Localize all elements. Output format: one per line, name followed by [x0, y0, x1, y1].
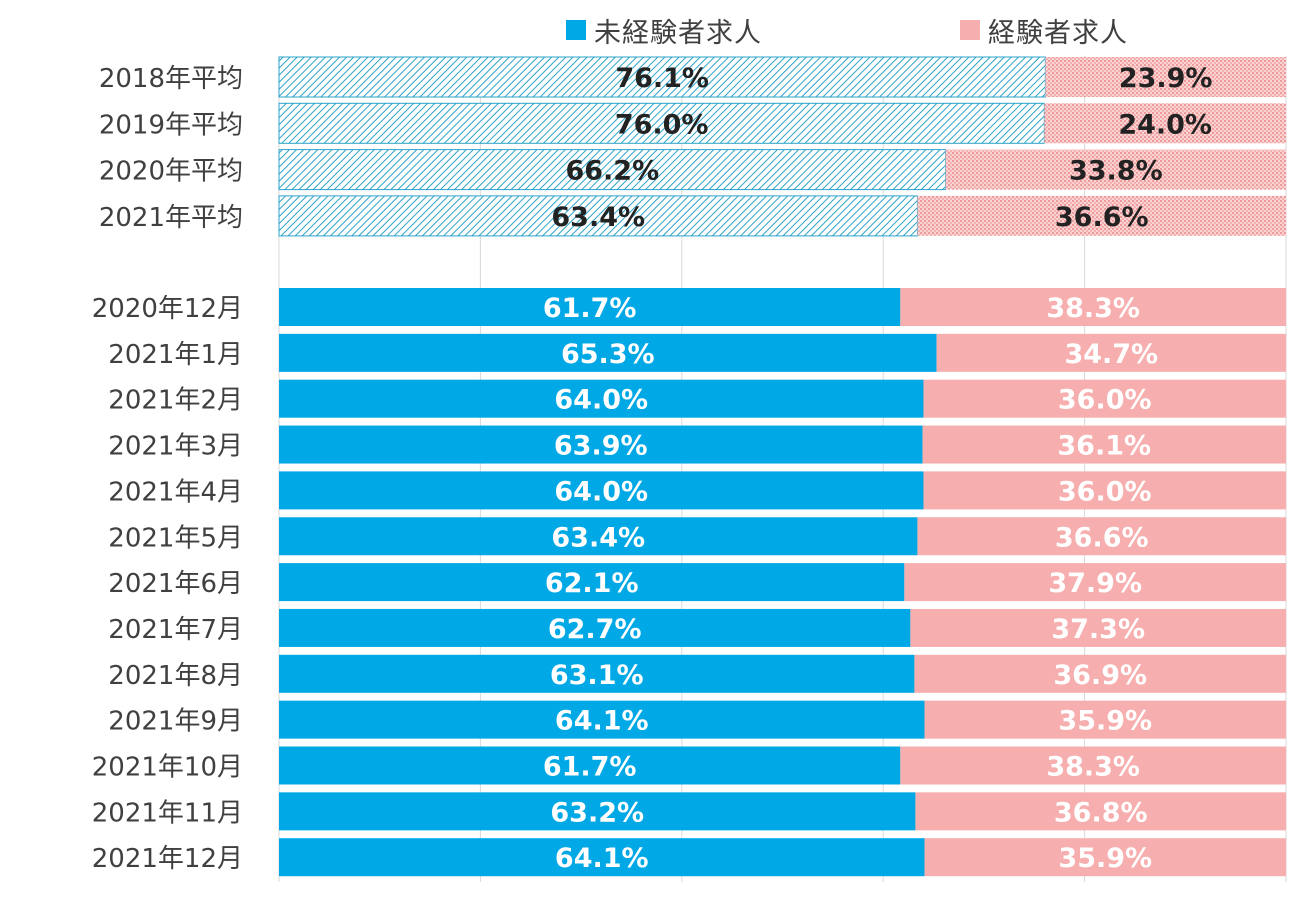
- value-label-inexperienced: 64.1%: [555, 706, 649, 737]
- bar-segment-experienced: [900, 746, 1286, 785]
- labels: 2018年平均 76.1% 23.9% 2019年平均 76.0% 24.0% 2020年平…: [92, 63, 1213, 874]
- bar-segment-inexperienced: [278, 102, 1045, 144]
- category-label: 2021年12月: [92, 844, 243, 874]
- value-label-experienced: 35.9%: [1058, 843, 1152, 874]
- category-label: 2020年12月: [92, 294, 243, 324]
- bars: [278, 56, 1286, 877]
- bar-segment-inexperienced: [279, 333, 937, 372]
- value-label-experienced: 38.3%: [1046, 752, 1140, 783]
- bar-segment-experienced: [936, 333, 1286, 372]
- value-label-inexperienced: 61.7%: [543, 752, 637, 783]
- value-label-inexperienced: 62.7%: [548, 614, 642, 645]
- value-label-experienced: 35.9%: [1058, 706, 1152, 737]
- bar-segment-experienced: [922, 425, 1286, 464]
- bar-segment-experienced: [924, 838, 1286, 877]
- bar-segment-inexperienced: [279, 471, 924, 510]
- legend-swatch-inexperienced: [566, 20, 586, 40]
- legend-item-experienced: 経験者求人: [960, 10, 1128, 50]
- value-label-experienced: 33.8%: [1069, 156, 1163, 187]
- bar-segment-inexperienced: [279, 654, 915, 693]
- bar-segment-experienced: [945, 149, 1286, 190]
- category-label: 2019年平均: [99, 110, 243, 140]
- category-label: 2021年2月: [108, 386, 243, 416]
- bar-segment-experienced: [915, 792, 1286, 831]
- bar-segment-inexperienced: [279, 746, 901, 785]
- legend-label-experienced: 経験者求人: [988, 17, 1128, 49]
- bar-segment-experienced: [917, 517, 1286, 556]
- bar-segment-experienced: [914, 654, 1286, 693]
- bar-segment-inexperienced: [279, 517, 918, 556]
- value-label-experienced: 36.1%: [1057, 431, 1151, 462]
- bar-segment-inexperienced: [279, 792, 916, 831]
- bar-segment-inexperienced: [279, 608, 911, 647]
- value-label-inexperienced: 63.4%: [551, 202, 645, 233]
- value-label-inexperienced: 64.1%: [555, 843, 649, 874]
- category-label: 2021年1月: [108, 340, 243, 370]
- legend-item-inexperienced: 未経験者求人: [566, 10, 762, 50]
- value-label-inexperienced: 63.4%: [551, 522, 645, 553]
- bar-segment-inexperienced: [279, 838, 925, 877]
- category-label: 2020年平均: [99, 157, 243, 187]
- bar-segment-inexperienced: [279, 425, 923, 464]
- category-label: 2021年7月: [108, 615, 243, 645]
- value-label-inexperienced: 76.1%: [615, 63, 709, 94]
- category-label: 2018年平均: [99, 64, 243, 94]
- bar-segment-experienced: [904, 563, 1286, 602]
- value-label-experienced: 36.6%: [1055, 522, 1149, 553]
- category-label: 2021年5月: [108, 523, 243, 553]
- value-label-inexperienced: 63.1%: [550, 660, 644, 691]
- bar-segment-inexperienced: [279, 288, 901, 326]
- value-label-inexperienced: 66.2%: [565, 156, 659, 187]
- bar-segment-experienced: [923, 471, 1286, 510]
- bar-segment-experienced: [1044, 103, 1286, 144]
- value-label-experienced: 37.9%: [1048, 568, 1142, 599]
- value-label-experienced: 37.3%: [1051, 614, 1145, 645]
- value-label-experienced: 38.3%: [1046, 293, 1140, 324]
- bar-segment-experienced: [900, 288, 1286, 326]
- value-label-inexperienced: 76.0%: [615, 109, 709, 140]
- category-label: 2021年4月: [108, 477, 243, 507]
- bar-segment-inexperienced: [279, 563, 905, 602]
- bar-segment-inexperienced: [279, 700, 925, 739]
- legend-label-inexperienced: 未経験者求人: [594, 17, 762, 49]
- value-label-inexperienced: 63.2%: [550, 797, 644, 828]
- value-label-inexperienced: 62.1%: [545, 568, 639, 599]
- bar-segment-experienced: [910, 608, 1286, 647]
- category-label: 2021年3月: [108, 432, 243, 462]
- value-label-experienced: 36.9%: [1053, 660, 1147, 691]
- category-label: 2021年8月: [108, 661, 243, 691]
- category-label: 2021年6月: [108, 569, 243, 599]
- value-label-inexperienced: 61.7%: [543, 293, 637, 324]
- bar-segment-experienced: [924, 700, 1286, 739]
- category-label: 2021年9月: [108, 707, 243, 737]
- value-label-inexperienced: 63.9%: [554, 431, 648, 462]
- value-label-inexperienced: 64.0%: [554, 385, 648, 416]
- value-label-experienced: 36.0%: [1058, 476, 1152, 507]
- value-label-inexperienced: 65.3%: [561, 339, 655, 370]
- value-label-experienced: 36.0%: [1058, 385, 1152, 416]
- value-label-experienced: 34.7%: [1064, 339, 1158, 370]
- value-label-experienced: 36.8%: [1054, 797, 1148, 828]
- category-label: 2021年平均: [99, 203, 243, 233]
- value-label-experienced: 36.6%: [1055, 202, 1149, 233]
- bar-segment-inexperienced: [278, 56, 1046, 98]
- bar-segment-experienced: [917, 195, 1286, 236]
- category-label: 2021年11月: [92, 798, 243, 828]
- bar-segment-experienced: [1045, 57, 1286, 97]
- bar-segment-experienced: [923, 379, 1286, 418]
- value-label-experienced: 24.0%: [1118, 109, 1212, 140]
- value-label-experienced: 23.9%: [1119, 63, 1213, 94]
- gridlines: [278, 56, 1287, 882]
- category-label: 2021年10月: [92, 753, 243, 783]
- bar-segment-inexperienced: [279, 379, 924, 418]
- value-label-inexperienced: 64.0%: [554, 476, 648, 507]
- legend-swatch-experienced: [960, 20, 980, 40]
